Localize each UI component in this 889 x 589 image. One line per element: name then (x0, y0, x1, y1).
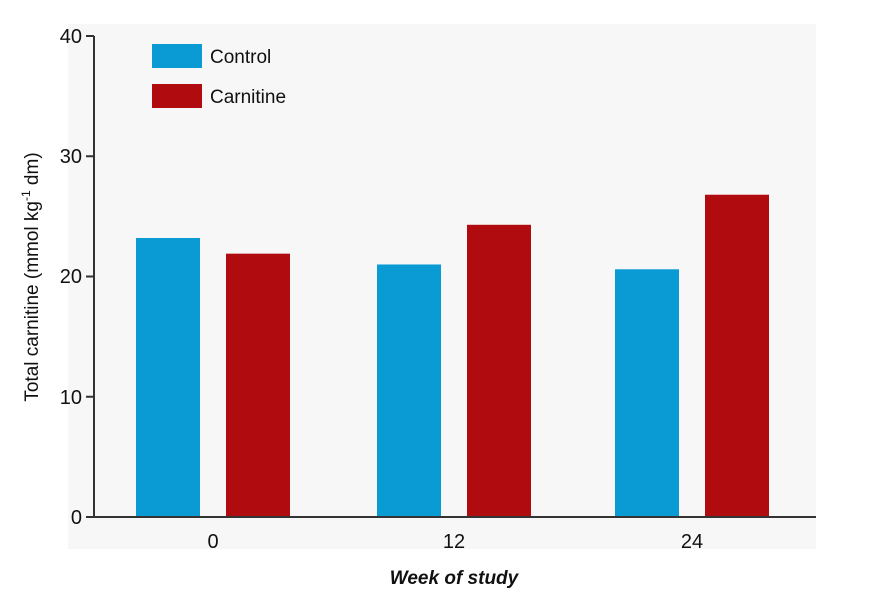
bar-carnitine-week-12 (467, 224, 531, 518)
bar-carnitine-week-0 (226, 253, 290, 517)
y-tick-label: 30 (60, 146, 82, 168)
legend-label-carnitine: Carnitine (210, 87, 286, 108)
y-axis-label-superscript: -1 (19, 190, 33, 201)
bar-carnitine-week-24 (705, 194, 769, 518)
x-tick-label: 24 (681, 531, 703, 553)
y-tick-label: 40 (60, 26, 82, 48)
legend: Control Carnitine (152, 44, 286, 108)
y-tick-marks (86, 35, 94, 518)
bar-control-week-12 (377, 264, 441, 517)
x-axis-ticks: 0 12 24 (207, 531, 703, 553)
bars-group (136, 194, 769, 518)
x-axis-label: Week of study (390, 568, 520, 589)
x-tick-label: 12 (443, 531, 465, 553)
x-tick-label: 0 (207, 531, 218, 553)
y-axis-label-tail: dm) (22, 152, 43, 190)
legend-swatch-control (152, 44, 202, 68)
bar-control-week-0 (136, 238, 200, 517)
legend-swatch-carnitine (152, 84, 202, 108)
y-axis-label-main: Total carnitine (mmol kg (22, 201, 43, 402)
y-tick-label: 0 (71, 507, 82, 529)
legend-label-control: Control (210, 47, 271, 68)
y-axis-label: Total carnitine (mmol kg-1 dm) (19, 152, 43, 401)
y-axis-ticks: 0 10 20 30 40 (60, 26, 82, 529)
y-tick-label: 10 (60, 387, 82, 409)
y-tick-label: 20 (60, 266, 82, 288)
bar-control-week-24 (615, 269, 679, 517)
